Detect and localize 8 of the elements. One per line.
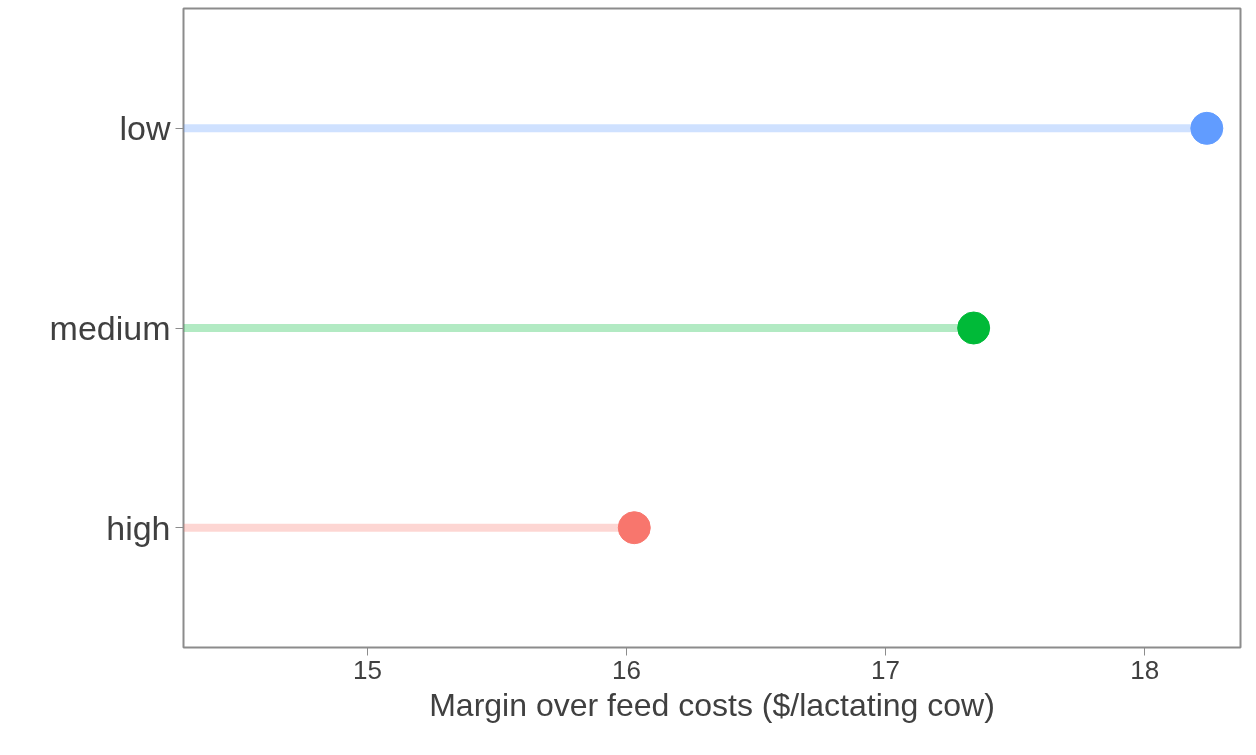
x-tick-label: 17: [871, 654, 901, 685]
y-tick-label: low: [119, 109, 171, 148]
x-tick-label: 15: [352, 654, 382, 685]
x-tick-label: 18: [1130, 654, 1160, 685]
y-tick-label: high: [106, 508, 171, 547]
y-tick-label: medium: [49, 309, 171, 347]
x-tick-label: 16: [612, 654, 641, 685]
x-axis-title: Margin over feed costs ($/lactating cow): [429, 686, 995, 723]
